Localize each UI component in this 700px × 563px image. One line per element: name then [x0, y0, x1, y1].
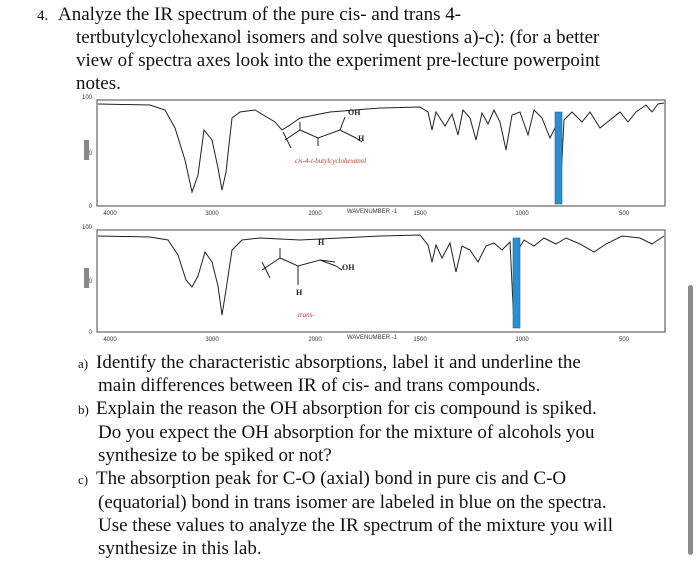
molecule-drawing: [282, 116, 363, 149]
item-line: Explain the reason the OH absorption for…: [96, 398, 597, 419]
spectrum-frame: [96, 99, 666, 207]
item-line: The absorption peak for C-O (axial) bond…: [96, 468, 566, 489]
compound-name: cis-4-t-butylcyclohexanol: [295, 157, 366, 165]
x-tick-label: 1000: [515, 211, 529, 217]
question-line: notes.: [76, 73, 121, 94]
y-axis-title: [84, 140, 89, 160]
item-line: main differences between IR of cis- and …: [98, 375, 540, 396]
item-marker: c): [78, 472, 88, 487]
molecule-label: H: [358, 134, 365, 143]
x-tick-label: 1500: [413, 211, 427, 217]
molecule-label: H: [318, 238, 325, 247]
item-marker: a): [78, 356, 88, 371]
spectrum-frame: [96, 229, 666, 333]
item-line: Do you expect the OH absorption for the …: [98, 422, 595, 443]
spectrum-trace: [97, 102, 665, 199]
x-tick-label: 1500: [413, 337, 427, 343]
item-line: (equatorial) bond in trans isomer are la…: [98, 492, 607, 513]
question-line: tertbutylcyclohexanol isomers and solve …: [76, 27, 600, 48]
item-line: Use these values to analyze the IR spect…: [98, 515, 613, 536]
question-line: Analyze the IR spectrum of the pure cis-…: [58, 4, 461, 25]
molecule-label: OH: [348, 108, 361, 117]
item-marker: b): [78, 402, 89, 417]
y-tick-label: 100: [82, 225, 93, 231]
y-tick-label: 0: [89, 330, 93, 336]
item-line: synthesize in this lab.: [98, 538, 262, 559]
highlight-co-axial: [554, 111, 563, 205]
molecule-drawing: [261, 248, 343, 285]
item-line: Identify the characteristic absorptions,…: [96, 352, 581, 373]
question-number: 4.: [37, 8, 48, 24]
x-tick-label: 2000: [308, 337, 322, 343]
item-line: synthesize to be spiked or not?: [98, 445, 332, 466]
x-tick-label: 4000: [103, 211, 117, 217]
x-tick-label: 1000: [515, 337, 529, 343]
x-tick-label: 500: [619, 337, 630, 343]
x-tick-label: 2000: [308, 211, 322, 217]
y-axis-title: [84, 268, 89, 288]
x-tick-label: 3000: [205, 211, 219, 217]
x-axis-title: WAVENUMBER -1: [347, 209, 398, 215]
highlight-co-equatorial: [512, 237, 521, 329]
x-axis-title: WAVENUMBER -1: [347, 335, 398, 341]
scrollbar-thumb[interactable]: [688, 285, 693, 555]
y-tick-label: 0: [89, 204, 93, 210]
x-tick-label: 4000: [103, 337, 117, 343]
spectrum-trans: 100 50 0 OH H H trans- 4000 3000 2000 15…: [82, 225, 666, 343]
question-line: view of spectra axes look into the exper…: [76, 50, 601, 71]
spectrum-trace: [97, 234, 665, 327]
compound-name: trans-: [298, 311, 315, 319]
x-tick-label: 500: [619, 211, 630, 217]
y-tick-label: 100: [82, 95, 93, 101]
molecule-label: H: [296, 288, 303, 297]
molecule-label: OH: [342, 263, 355, 272]
spectrum-cis: 100 50 0 OH H cis-4-t-butylcyclohexanol …: [82, 95, 666, 217]
x-tick-label: 3000: [205, 337, 219, 343]
